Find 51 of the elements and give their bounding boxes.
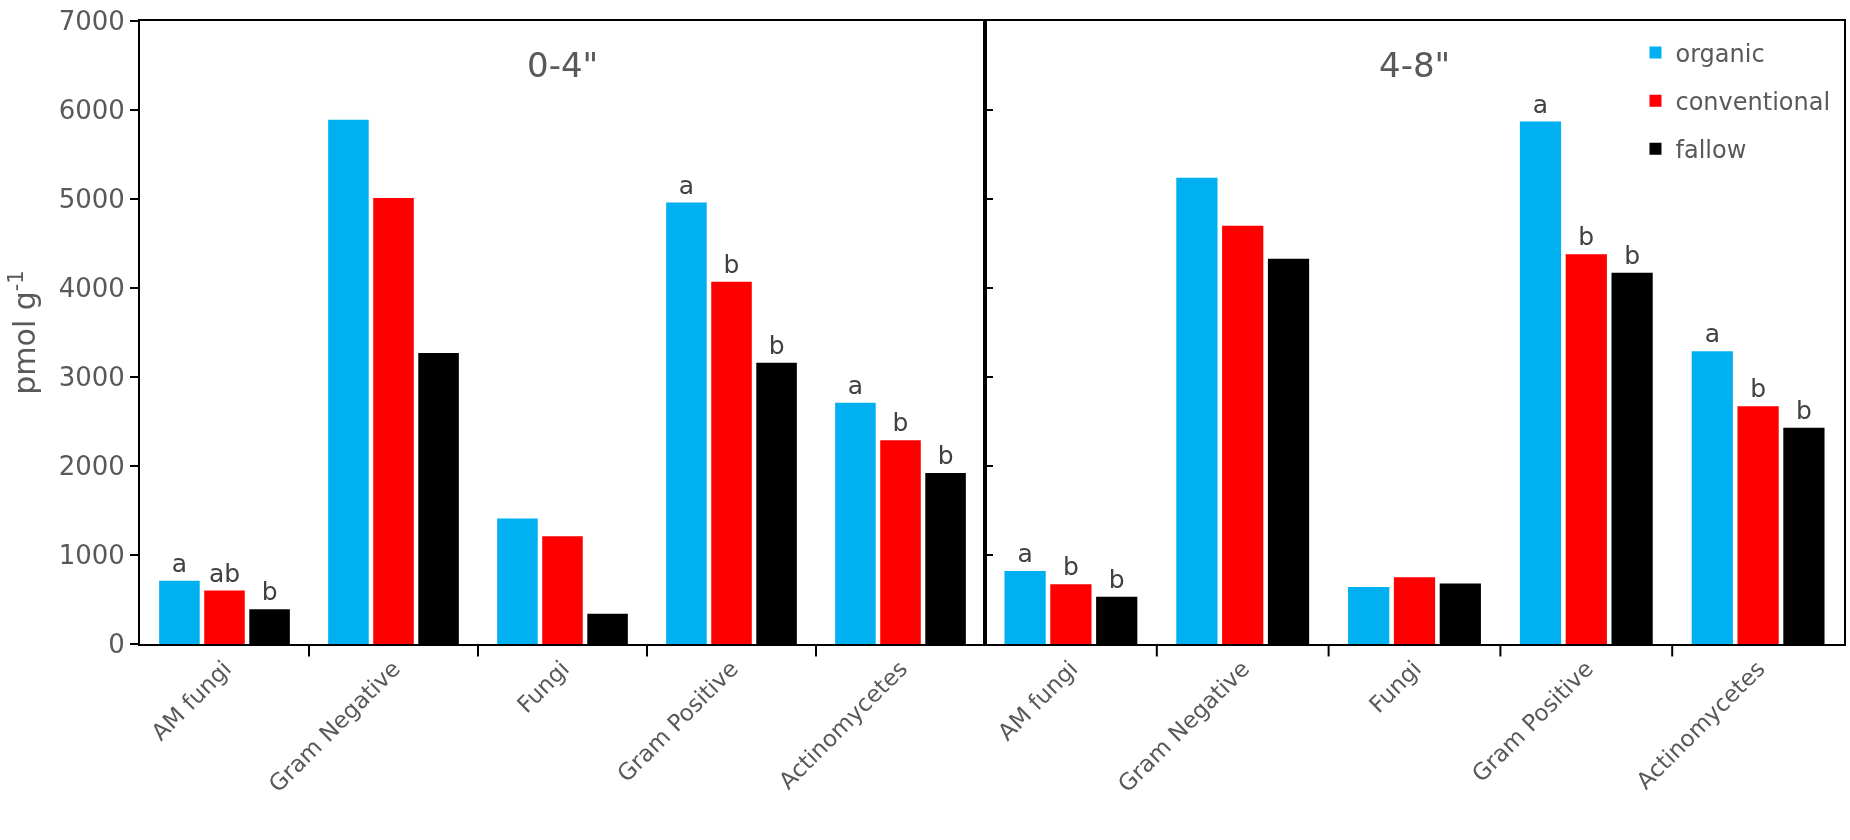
data-label: a — [1017, 539, 1033, 569]
bar — [204, 590, 245, 644]
bar — [328, 119, 369, 644]
bar — [835, 402, 876, 644]
data-label: ab — [208, 558, 241, 588]
bar — [497, 518, 538, 644]
data-label: b — [1750, 374, 1767, 404]
bar — [666, 202, 707, 644]
bar — [1565, 254, 1607, 644]
data-label: b — [937, 441, 954, 471]
data-label: a — [1704, 319, 1720, 349]
bar — [1004, 571, 1046, 644]
data-label: b — [768, 330, 785, 360]
y-tick-label: 2000 — [58, 451, 125, 482]
bar — [159, 580, 200, 644]
data-label: a — [847, 370, 864, 400]
bar — [1519, 121, 1562, 644]
y-tick-label: 1000 — [58, 540, 125, 571]
data-label: b — [892, 408, 909, 438]
text: 0-4" — [527, 45, 599, 85]
bar — [1222, 225, 1264, 644]
data-label: b — [1108, 564, 1125, 594]
text: 4-8" — [1379, 45, 1451, 85]
bar — [711, 281, 752, 644]
bar — [1691, 351, 1733, 644]
data-label: b — [723, 249, 740, 279]
legend-label: fallow — [1675, 136, 1747, 165]
y-tick-label: 4000 — [58, 273, 125, 304]
data-label: b — [1624, 240, 1641, 270]
data-label: a — [1532, 89, 1549, 119]
bar — [1737, 406, 1779, 644]
bar — [1176, 177, 1218, 644]
bar — [542, 536, 583, 644]
y-tick-label: 7000 — [58, 6, 125, 37]
bar — [880, 440, 921, 644]
legend-label: conventional — [1675, 88, 1831, 116]
data-label: b — [1578, 222, 1595, 252]
data-label: b — [261, 577, 278, 607]
bar — [1348, 587, 1390, 644]
y-tick-label: 3000 — [58, 362, 125, 393]
data-label: a — [678, 170, 695, 200]
bar — [373, 198, 414, 644]
data-label: b — [1062, 552, 1079, 582]
legend-label: organic — [1675, 39, 1765, 68]
data-label: b — [1795, 395, 1812, 425]
y-tick-label: 6000 — [58, 95, 125, 126]
y-tick-label: 5000 — [58, 184, 125, 215]
data-label: a — [171, 548, 188, 578]
bar — [1050, 584, 1092, 644]
bar — [1393, 577, 1436, 644]
y-tick-label: 0 — [108, 629, 125, 660]
